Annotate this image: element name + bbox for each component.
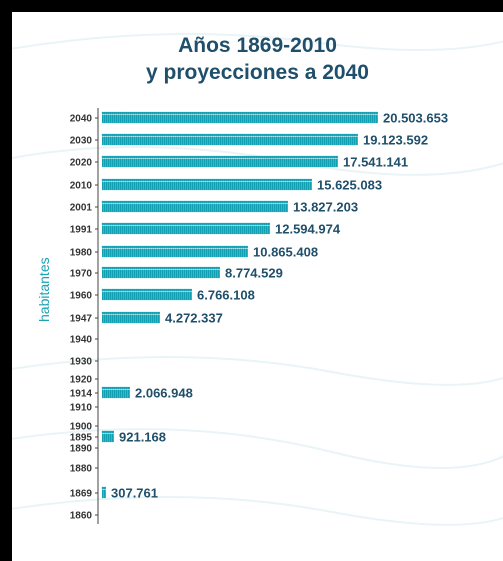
population-chart: 2040 2030 2020 2010 2001 1991 1980 1970 1960 1947… — [70, 108, 448, 524]
year-tick-label: 1930 — [70, 357, 93, 368]
year-tick-label: 2001 — [70, 203, 93, 214]
bar-2020 — [101, 155, 339, 168]
year-tick-label: 1895 — [70, 433, 93, 444]
value-label-1914: 2.066.948 — [135, 386, 193, 401]
value-label-1991: 12.594.974 — [275, 222, 341, 237]
year-tick-label: 1947 — [70, 314, 93, 325]
value-label-2010: 15.625.083 — [317, 178, 382, 193]
value-label-2040: 20.503.653 — [383, 111, 448, 126]
year-tick-label: 2020 — [70, 158, 93, 169]
value-label-1869: 307.761 — [111, 486, 158, 501]
bar-2030 — [101, 133, 359, 146]
bar-2001 — [101, 200, 289, 213]
value-label-1947: 4.272.337 — [165, 311, 223, 326]
bar-2040 — [101, 111, 379, 124]
bar-1947 — [101, 311, 161, 324]
year-tick-label: 1869 — [70, 489, 93, 500]
year-tick-label: 2010 — [70, 181, 93, 192]
bar-1895 — [101, 430, 115, 443]
value-label-1960: 6.766.108 — [197, 288, 255, 303]
year-tick-label: 1920 — [70, 375, 93, 386]
infographic-panel: Años 1869-2010 y proyecciones a 2040 hab… — [12, 12, 503, 561]
year-tick-label: 1970 — [70, 269, 93, 280]
year-tick-label: 1960 — [70, 291, 93, 302]
title-line-2: y proyecciones a 2040 — [146, 61, 369, 84]
bar-2010 — [101, 178, 313, 191]
title-line-1: Años 1869-2010 — [178, 34, 337, 57]
bar-1869 — [101, 486, 107, 499]
year-tick-label: 1980 — [70, 248, 93, 259]
value-label-2020: 17.541.141 — [343, 155, 408, 170]
year-tick-label: 1890 — [70, 444, 93, 455]
bar-1991 — [101, 222, 271, 235]
background-waves — [12, 33, 503, 526]
year-tick-label: 1940 — [70, 335, 93, 346]
chart-title: Años 1869-2010 y proyecciones a 2040 — [12, 32, 503, 86]
year-tick-label: 1991 — [70, 225, 93, 236]
year-tick-label: 1880 — [70, 464, 93, 475]
bar-1960 — [101, 288, 193, 301]
value-label-2030: 19.123.592 — [363, 133, 428, 148]
bar-1970 — [101, 266, 221, 279]
bar-1914 — [101, 386, 131, 399]
year-tick-label: 2030 — [70, 136, 93, 147]
value-label-2001: 13.827.203 — [293, 200, 358, 215]
year-tick-label: 1910 — [70, 403, 93, 414]
value-label-1970: 8.774.529 — [225, 266, 283, 281]
value-label-1895: 921.168 — [119, 430, 166, 445]
year-tick-label: 2040 — [70, 114, 93, 125]
year-tick-label: 1914 — [70, 389, 93, 400]
bar-1980 — [101, 245, 249, 258]
year-tick-label: 1900 — [70, 422, 93, 433]
year-tick-label: 1860 — [70, 511, 93, 522]
value-label-1980: 10.865.408 — [253, 245, 318, 260]
